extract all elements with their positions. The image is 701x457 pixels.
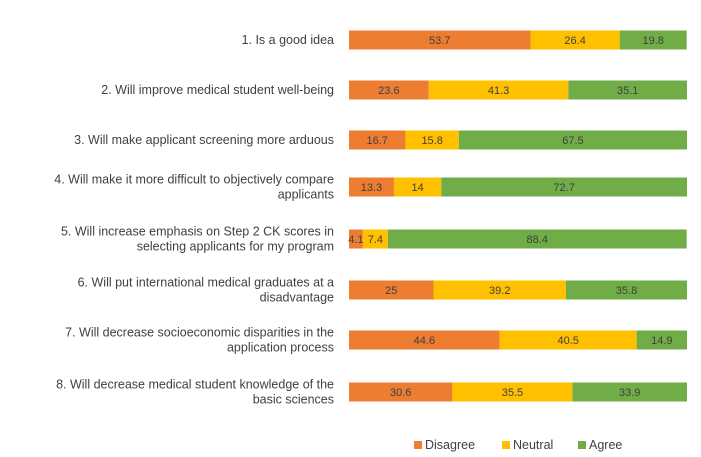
bar-disagree-6 [349,280,434,300]
category-label-1: 1. Is a good idea [242,33,334,47]
bar-agree-6 [566,280,687,300]
bar-disagree-8 [349,382,453,402]
data-label-neutral-2: 41.3 [488,85,509,97]
bar-neutral-7 [499,330,637,350]
bar-disagree-5 [349,229,363,249]
data-label-agree-4: 72.7 [553,182,574,194]
bar-neutral-3 [405,130,459,150]
data-label-agree-1: 19.8 [642,35,663,47]
bar-agree-4 [441,177,687,197]
bar-agree-3 [458,130,687,150]
data-label-agree-3: 67.5 [562,135,583,147]
legend-swatch-agree [578,441,586,449]
legend-swatch-neutral [502,441,510,449]
data-label-neutral-5: 7.4 [368,234,383,246]
data-label-disagree-5: 4.1 [348,234,363,246]
bar-disagree-3 [349,130,406,150]
bar-agree-1 [619,30,687,50]
data-label-disagree-7: 44.6 [414,335,435,347]
category-label-5-line-2: selecting applicants for my program [137,240,334,254]
bar-neutral-2 [428,80,569,100]
category-labels: 1. Is a good idea 2. Will improve medical… [54,33,334,407]
bar-agree-2 [568,80,687,100]
legend: Disagree Neutral Agree [414,438,622,452]
data-label-agree-8: 33.9 [619,387,640,399]
bar-neutral-1 [530,30,620,50]
category-label-4-line-2: applicants [278,188,334,202]
data-label-neutral-8: 35.5 [502,387,523,399]
category-label-7-line-2: application process [227,341,334,355]
legend-label-disagree: Disagree [425,438,475,452]
bar-neutral-4 [393,177,442,197]
bar-neutral-6 [433,280,566,300]
bars: 53.7 26.4 19.8 23.6 41.3 35.1 16.7 15.8 67.5 13.3… [348,30,687,402]
bar-agree-5 [387,229,687,249]
bar-agree-7 [636,330,687,350]
data-label-disagree-4: 13.3 [361,182,382,194]
category-label-4-line-1: 4. Will make it more difficult to object… [54,173,334,187]
data-label-agree-6: 35.8 [616,285,637,297]
bar-disagree-4 [349,177,394,197]
legend-swatch-disagree [414,441,422,449]
data-label-disagree-2: 23.6 [378,85,399,97]
category-label-2: 2. Will improve medical student well-bei… [101,83,334,97]
data-label-agree-5: 88.4 [527,234,548,246]
bar-disagree-1 [349,30,531,50]
category-label-8-line-1: 8. Will decrease medical student knowled… [56,378,334,392]
category-label-6-line-1: 6. Will put international medical gradua… [78,276,334,290]
bar-disagree-2 [349,80,429,100]
category-label-3: 3. Will make applicant screening more ar… [74,133,334,147]
legend-label-agree: Agree [589,438,622,452]
bar-neutral-5 [362,229,388,249]
bar-agree-8 [572,382,687,402]
data-label-agree-7: 14.9 [651,335,672,347]
data-label-neutral-7: 40.5 [557,335,578,347]
data-label-disagree-8: 30.6 [390,387,411,399]
data-label-disagree-3: 16.7 [367,135,388,147]
category-label-6-line-2: disadvantage [260,291,334,305]
data-label-neutral-1: 26.4 [564,35,585,47]
data-label-neutral-6: 39.2 [489,285,510,297]
category-label-8-line-2: basic sciences [253,393,334,407]
data-label-disagree-1: 53.7 [429,35,450,47]
legend-label-neutral: Neutral [513,438,553,452]
category-label-5-line-1: 5. Will increase emphasis on Step 2 CK s… [61,225,334,239]
data-label-disagree-6: 25 [385,285,397,297]
data-label-neutral-3: 15.8 [421,135,442,147]
bar-disagree-7 [349,330,500,350]
data-label-neutral-4: 14 [411,182,423,194]
data-label-agree-2: 35.1 [617,85,638,97]
bar-neutral-8 [452,382,573,402]
category-label-7-line-1: 7. Will decrease socioeconomic dispariti… [65,326,334,340]
